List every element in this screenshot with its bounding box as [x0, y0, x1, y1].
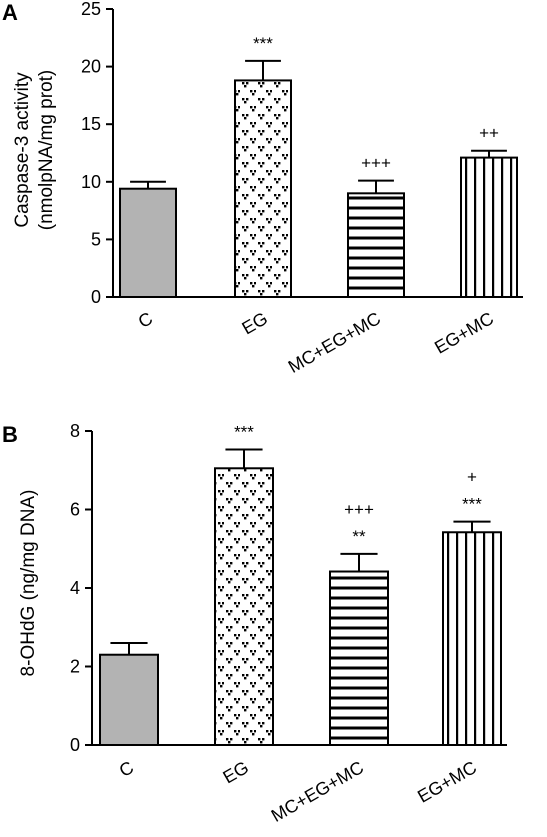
- y-tick-label: 4: [70, 578, 80, 598]
- y-axis-title: Caspase-3 activity: [12, 72, 33, 228]
- x-tick-label: EG: [219, 757, 252, 787]
- x-tick-label: C: [116, 757, 137, 781]
- y-tick-label: 15: [81, 114, 101, 134]
- panel-b-letter: B: [2, 422, 18, 447]
- y-tick-label: 0: [70, 735, 80, 755]
- significance-label: ***: [234, 422, 254, 441]
- panel-a-chart: 0 5 10 15 20 25 Caspase-3 activity (nmolpNA/mg …: [12, 0, 523, 377]
- y-tick-label: 5: [91, 229, 101, 249]
- bar-eg: [214, 467, 274, 746]
- x-tick-label: EG: [238, 308, 271, 338]
- y-tick-label: 20: [81, 57, 101, 77]
- panel-a-letter: A: [2, 0, 18, 25]
- x-tick-label: EG+MC: [431, 308, 497, 358]
- significance-label: +++: [361, 154, 391, 173]
- x-tick-label: C: [135, 308, 156, 332]
- y-tick-label: 8: [70, 421, 80, 441]
- x-tick-label: MC+EG+MC: [285, 308, 384, 377]
- y-axis-title: (nmolpNA/mg prot): [36, 70, 57, 231]
- y-tick-label: 25: [81, 0, 101, 19]
- bar-eg: [234, 79, 292, 299]
- y-tick-label: 2: [70, 657, 80, 677]
- bar-c: [99, 653, 159, 746]
- significance-label: +: [467, 468, 477, 487]
- x-tick-label: EG+MC: [414, 757, 480, 807]
- x-tick-label: MC+EG+MC: [268, 757, 367, 826]
- panel-b-chart: 0 2 4 6 8 8-OHdG (ng/mg DNA) C *** EG +++ ** MC+EG+…: [18, 421, 507, 826]
- significance-label: **: [352, 527, 366, 546]
- significance-label: ***: [253, 34, 273, 53]
- y-tick-label: 10: [81, 172, 101, 192]
- bar-eg-mc: [442, 531, 502, 747]
- significance-label: ***: [462, 495, 482, 514]
- bar-eg-mc: [460, 156, 518, 298]
- bar-c: [119, 187, 177, 299]
- bar-mc-eg-mc: [329, 570, 389, 747]
- significance-label: +++: [344, 500, 374, 519]
- y-tick-label: 0: [91, 287, 101, 307]
- y-tick-label: 6: [70, 500, 80, 520]
- y-axis-title: 8-OHdG (ng/mg DNA): [18, 490, 39, 677]
- bar-mc-eg-mc: [347, 192, 405, 299]
- significance-label: ++: [479, 124, 499, 143]
